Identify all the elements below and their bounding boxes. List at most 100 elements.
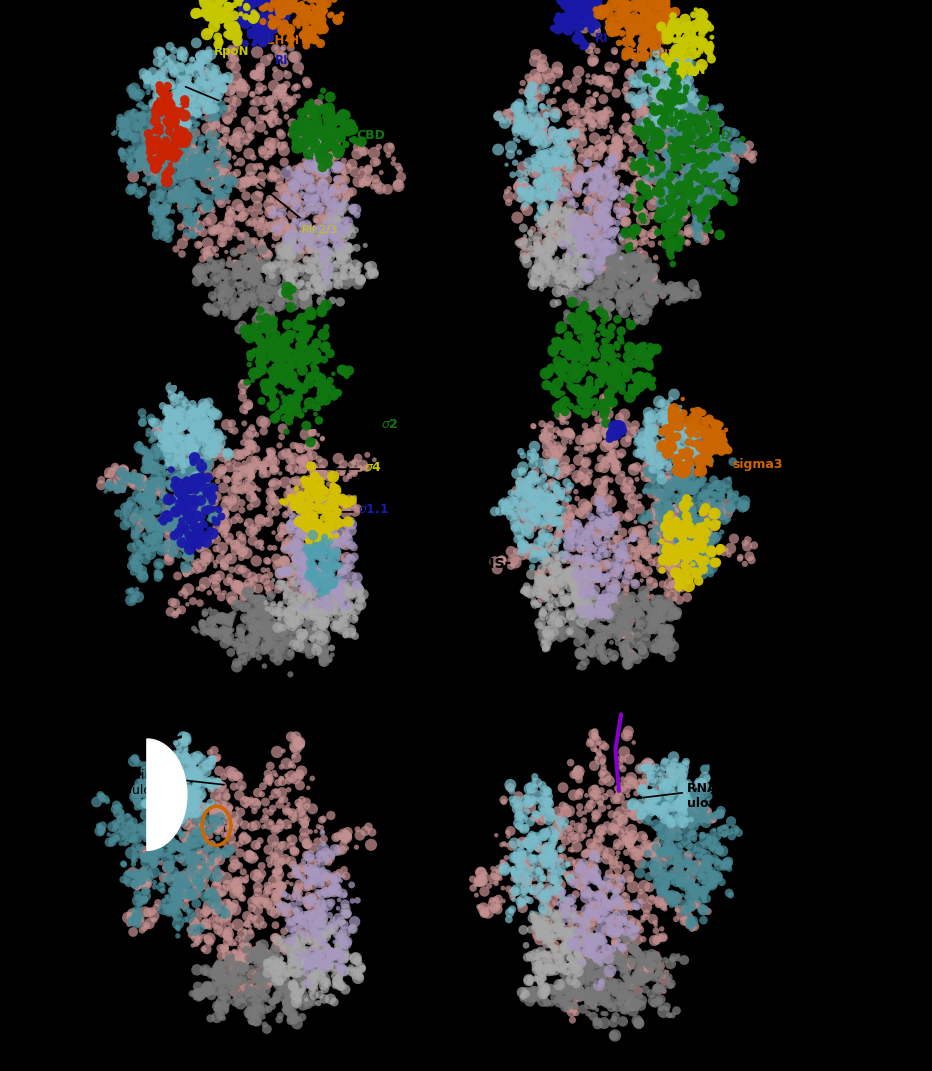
Point <box>562 802 577 819</box>
Point <box>263 191 278 208</box>
Point <box>647 102 662 119</box>
Point <box>618 640 633 658</box>
Point <box>563 93 578 110</box>
Point <box>308 482 323 499</box>
Point <box>231 126 246 144</box>
Point <box>312 932 327 949</box>
Point <box>302 537 317 554</box>
Point <box>656 220 671 237</box>
Point <box>615 945 630 962</box>
Point <box>565 908 580 925</box>
Point <box>666 523 681 540</box>
Point <box>696 487 711 504</box>
Point <box>584 240 599 257</box>
Point <box>253 0 267 10</box>
Point <box>115 125 130 142</box>
Point <box>281 410 296 427</box>
Point <box>315 256 330 273</box>
Point <box>713 177 728 194</box>
Point <box>604 282 619 299</box>
Point <box>153 135 168 152</box>
Point <box>275 3 290 20</box>
Point <box>189 770 204 787</box>
Point <box>305 514 320 531</box>
Point <box>337 936 352 953</box>
Point <box>613 293 628 311</box>
Point <box>273 291 288 308</box>
Point <box>534 571 549 588</box>
Point <box>556 516 571 533</box>
Point <box>651 0 665 14</box>
Point <box>570 527 585 544</box>
Point <box>581 267 596 284</box>
Point <box>569 586 583 603</box>
Point <box>207 100 222 117</box>
Point <box>195 89 210 106</box>
Point <box>667 147 682 164</box>
Point <box>650 84 665 101</box>
Point <box>625 71 640 88</box>
Text: DS: DS <box>506 48 528 63</box>
Point <box>725 138 740 155</box>
Point <box>624 931 639 948</box>
Point <box>581 591 596 608</box>
Point <box>602 19 617 36</box>
Point <box>600 296 615 313</box>
Point <box>199 22 214 40</box>
Point <box>283 346 298 363</box>
Point <box>596 333 611 350</box>
Point <box>617 646 632 663</box>
Point <box>652 793 667 810</box>
Point <box>637 622 652 639</box>
Point <box>313 276 328 293</box>
Point <box>158 513 173 530</box>
Point <box>244 996 259 1013</box>
Point <box>161 455 176 472</box>
Point <box>342 242 357 259</box>
Point <box>520 846 535 863</box>
Point <box>538 256 553 273</box>
Point <box>631 994 646 1011</box>
Point <box>662 526 677 543</box>
Point <box>642 602 657 619</box>
Point <box>251 272 266 289</box>
Point <box>174 772 189 789</box>
Point <box>672 452 687 469</box>
Point <box>200 46 215 63</box>
Point <box>249 221 264 238</box>
Point <box>592 605 607 622</box>
Point <box>525 540 540 557</box>
Point <box>706 428 720 446</box>
Point <box>663 168 678 185</box>
Point <box>282 327 297 344</box>
Point <box>642 296 657 313</box>
Point <box>215 141 230 159</box>
Point <box>637 226 651 243</box>
Point <box>568 278 582 296</box>
Point <box>353 595 368 613</box>
Point <box>534 531 549 548</box>
Point <box>555 925 569 942</box>
Point <box>684 101 699 118</box>
Point <box>645 787 660 804</box>
Point <box>237 654 252 672</box>
Point <box>583 885 598 902</box>
Point <box>569 246 584 263</box>
Point <box>551 532 566 549</box>
Point <box>586 951 601 968</box>
Point <box>525 832 540 849</box>
Point <box>331 236 346 253</box>
Point <box>651 604 666 621</box>
Point <box>141 780 156 797</box>
Point <box>681 84 696 101</box>
Point <box>582 599 596 616</box>
Point <box>302 625 317 643</box>
Point <box>350 952 365 969</box>
Point <box>547 332 562 349</box>
Point <box>341 156 356 174</box>
Point <box>614 201 629 218</box>
Point <box>709 836 724 854</box>
Point <box>612 205 627 222</box>
Point <box>338 526 353 543</box>
Point <box>274 289 289 306</box>
